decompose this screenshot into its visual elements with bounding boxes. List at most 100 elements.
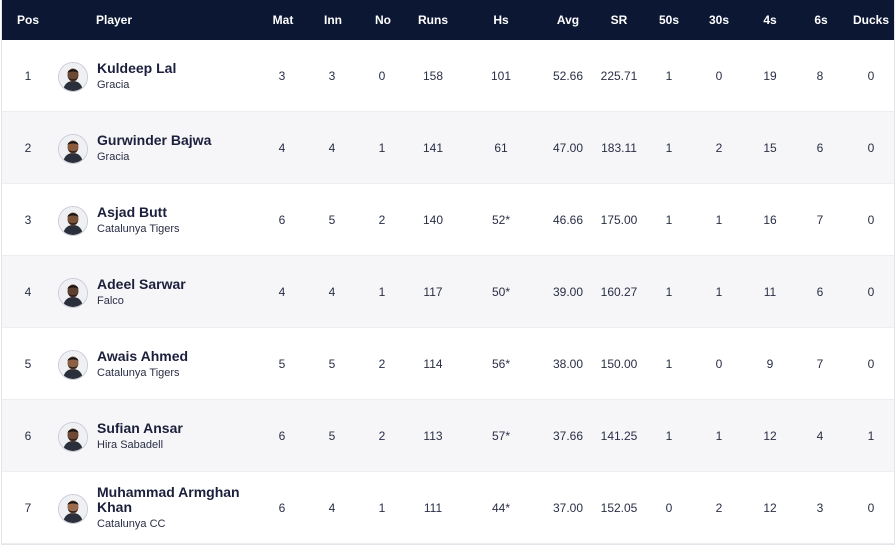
table-row[interactable]: 3 6 5 2 140 52* 46.66 175.00 1 1 16 7 0 Asjad Butt C… [2,184,894,256]
player-avatar-icon[interactable] [58,422,88,452]
cell-inn: 4 [328,141,336,155]
table-row[interactable]: 1 3 3 0 158 101 52.66 225.71 1 0 19 8 0 Kuldeep Lal … [2,40,894,112]
cell-inn: 5 [328,213,336,227]
cell-inn: 5 [328,357,336,371]
cell-30s: 2 [715,501,723,515]
player-avatar-icon[interactable] [58,134,88,164]
cell-mat: 5 [278,357,286,371]
player-name[interactable]: Asjad Butt [97,203,167,220]
cell-hs: 50* [491,285,511,299]
cell-hs: 52* [491,213,511,227]
cell-hs: 57* [491,429,511,443]
player-name[interactable]: Muhammad Armghan Khan [97,484,240,515]
cell-sr: 183.11 [601,141,637,155]
cell-runs: 114 [423,357,443,371]
player-team: Gracia [97,78,130,91]
cell-50s: 1 [665,285,673,299]
player-name[interactable]: Sufian Ansar [97,419,183,436]
cell-pos: 5 [24,357,32,371]
header-mat[interactable]: Mat [272,13,294,27]
player-info: Gurwinder Bajwa Gracia [97,112,211,184]
cell-ducks: 0 [867,213,875,227]
cell-inn: 3 [328,69,336,83]
table-row[interactable]: 5 5 5 2 114 56* 38.00 150.00 1 0 9 7 0 Awais Ahmed C… [2,328,894,400]
table-row[interactable]: 7 6 4 1 111 44* 37.00 152.05 0 2 12 3 0 Muhammad Arm… [2,472,894,544]
cell-mat: 6 [278,501,286,515]
cell-30s: 1 [715,285,723,299]
player-name[interactable]: Gurwinder Bajwa [97,131,212,148]
table-header: Pos Player Mat Inn No Runs Hs Avg SR 50s… [2,0,894,40]
header-no[interactable]: No [375,13,391,27]
cell-50s: 1 [665,141,673,155]
cell-4s: 11 [763,285,777,299]
header-hs[interactable]: Hs [493,13,509,27]
cell-avg: 38.00 [552,357,584,371]
header-ducks[interactable]: Ducks [852,13,890,27]
cell-avg: 37.00 [552,501,584,515]
player-name[interactable]: Adeel Sarwar [97,275,186,292]
cell-sr: 175.00 [600,213,638,227]
row-divider [2,399,894,400]
player-info: Kuldeep Lal Gracia [97,40,176,112]
cell-no: 2 [378,429,386,443]
cell-pos: 1 [24,69,32,83]
cell-inn: 4 [328,501,336,515]
cell-avg: 39.00 [552,285,584,299]
cell-avg: 46.66 [552,213,584,227]
header-inn[interactable]: Inn [324,13,342,27]
cell-mat: 4 [278,141,286,155]
player-info: Awais Ahmed Catalunya Tigers [97,328,188,400]
player-name[interactable]: Awais Ahmed [97,347,189,364]
table-row[interactable]: 4 4 4 1 117 50* 39.00 160.27 1 1 11 6 0 Adeel Sarwar… [2,256,894,328]
player-info: Sufian Ansar Hira Sabadell [97,400,183,472]
cell-avg: 37.66 [552,429,584,443]
player-avatar-icon[interactable] [58,206,88,236]
header-30s[interactable]: 30s [708,13,730,27]
cell-50s: 1 [665,69,673,83]
cell-no: 2 [378,357,386,371]
row-divider [2,183,894,184]
cell-runs: 117 [423,285,443,299]
header-50s[interactable]: 50s [658,13,680,27]
table-row[interactable]: 2 4 4 1 141 61 47.00 183.11 1 2 15 6 0 Gurwinder Baj… [2,112,894,184]
cell-hs: 44* [491,501,511,515]
cell-avg: 47.00 [552,141,584,155]
cell-mat: 4 [278,285,286,299]
cell-no: 2 [378,213,386,227]
cell-6s: 4 [816,429,824,443]
header-6s[interactable]: 6s [814,13,828,27]
table-body: 1 3 3 0 158 101 52.66 225.71 1 0 19 8 0 Kuldeep Lal … [2,40,894,544]
cell-pos: 4 [24,285,32,299]
header-avg[interactable]: Avg [556,13,580,27]
player-team: Gracia [97,150,130,163]
cell-6s: 7 [816,213,824,227]
cell-30s: 0 [715,357,723,371]
cell-sr: 225.71 [600,69,638,83]
cell-hs: 56* [491,357,511,371]
header-player[interactable]: Player [96,13,133,27]
player-avatar-icon[interactable] [58,278,88,308]
cell-4s: 15 [763,141,777,155]
player-name[interactable]: Kuldeep Lal [97,59,177,76]
cell-4s: 12 [763,501,777,515]
player-avatar-icon[interactable] [58,494,88,524]
cell-4s: 19 [763,69,777,83]
table-row[interactable]: 6 6 5 2 113 57* 37.66 141.25 1 1 12 4 1 Sufian Ansar… [2,400,894,472]
player-team: Hira Sabadell [97,438,164,451]
cell-4s: 12 [763,429,777,443]
cell-pos: 6 [24,429,32,443]
player-info: Muhammad Armghan Khan Catalunya CC [97,472,257,544]
header-pos[interactable]: Pos [16,13,40,27]
cell-6s: 6 [816,141,824,155]
cell-mat: 6 [278,213,286,227]
cell-inn: 4 [328,285,336,299]
header-sr[interactable]: SR [610,13,628,27]
row-divider [2,471,894,472]
cell-sr: 150.00 [600,357,638,371]
cell-no: 1 [378,501,386,515]
player-info: Adeel Sarwar Falco [97,256,186,328]
header-4s[interactable]: 4s [763,13,777,27]
player-avatar-icon[interactable] [58,62,88,92]
player-avatar-icon[interactable] [58,350,88,380]
header-runs[interactable]: Runs [418,13,448,27]
